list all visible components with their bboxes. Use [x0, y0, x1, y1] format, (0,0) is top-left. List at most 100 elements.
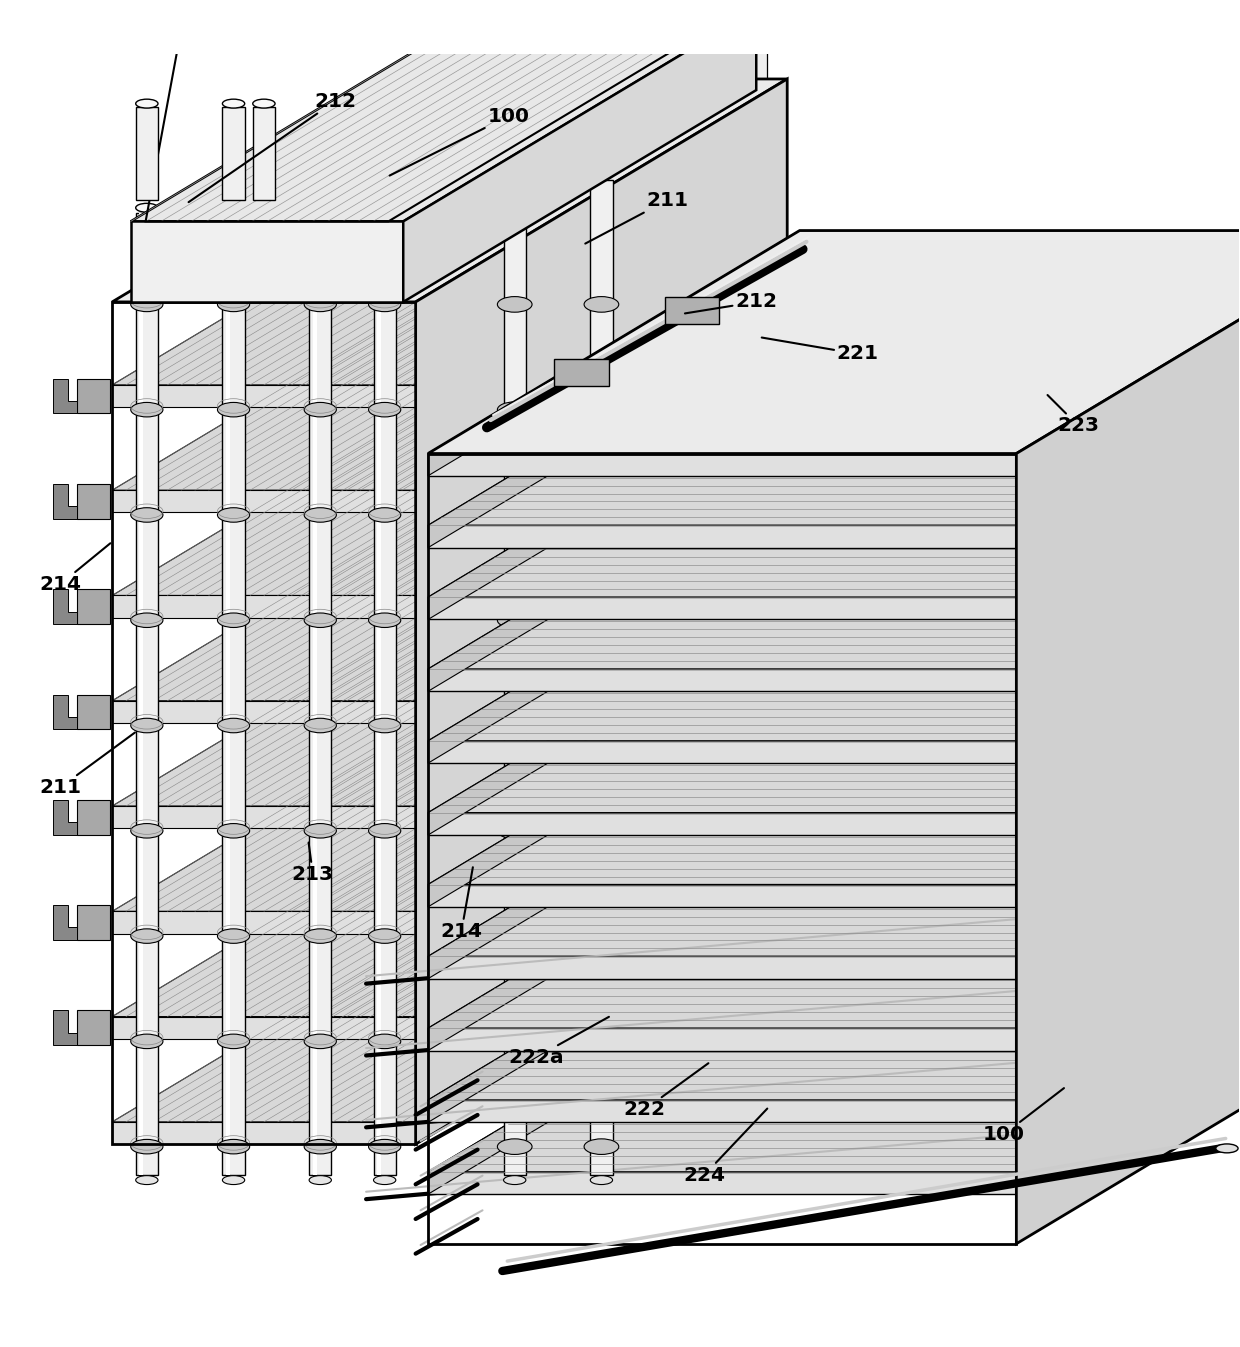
- Ellipse shape: [373, 1176, 396, 1184]
- Ellipse shape: [253, 100, 275, 108]
- Ellipse shape: [135, 203, 157, 213]
- Polygon shape: [428, 956, 1017, 979]
- Ellipse shape: [368, 613, 401, 628]
- Ellipse shape: [130, 1034, 162, 1048]
- Polygon shape: [1017, 950, 1240, 1195]
- Polygon shape: [415, 162, 787, 407]
- Polygon shape: [590, 180, 613, 1175]
- Text: 211: 211: [585, 191, 688, 244]
- Polygon shape: [226, 213, 229, 1175]
- Polygon shape: [1017, 734, 1240, 979]
- Polygon shape: [53, 1010, 77, 1045]
- Ellipse shape: [368, 929, 401, 943]
- Polygon shape: [1099, 1129, 1133, 1146]
- Polygon shape: [112, 162, 787, 385]
- Ellipse shape: [368, 403, 401, 418]
- Ellipse shape: [135, 100, 157, 108]
- Polygon shape: [428, 519, 1240, 741]
- Ellipse shape: [590, 1176, 613, 1184]
- Polygon shape: [1099, 482, 1133, 500]
- Polygon shape: [507, 0, 529, 952]
- Text: 221: 221: [761, 338, 879, 364]
- Polygon shape: [1045, 443, 1080, 459]
- Polygon shape: [77, 484, 109, 519]
- Text: 211: 211: [40, 733, 135, 797]
- Ellipse shape: [222, 203, 244, 213]
- Polygon shape: [1204, 348, 1239, 364]
- Polygon shape: [428, 741, 1017, 764]
- Polygon shape: [1099, 986, 1133, 1002]
- Ellipse shape: [217, 718, 249, 733]
- Polygon shape: [428, 374, 1240, 597]
- Polygon shape: [428, 806, 800, 1051]
- Ellipse shape: [368, 823, 401, 838]
- Polygon shape: [1152, 667, 1187, 683]
- Polygon shape: [1204, 563, 1239, 579]
- Polygon shape: [428, 519, 800, 764]
- Polygon shape: [1204, 779, 1239, 795]
- Polygon shape: [1152, 882, 1187, 898]
- Polygon shape: [1017, 806, 1240, 1051]
- Ellipse shape: [304, 613, 336, 628]
- Ellipse shape: [497, 718, 532, 733]
- Polygon shape: [53, 800, 77, 835]
- Polygon shape: [1204, 706, 1239, 723]
- Polygon shape: [745, 0, 768, 952]
- Text: 224: 224: [683, 1109, 768, 1184]
- Polygon shape: [1152, 1025, 1187, 1043]
- Ellipse shape: [368, 1140, 401, 1154]
- Polygon shape: [1099, 555, 1133, 571]
- Polygon shape: [112, 583, 787, 806]
- Ellipse shape: [309, 203, 331, 213]
- Ellipse shape: [368, 1034, 401, 1048]
- Polygon shape: [112, 793, 787, 1017]
- Ellipse shape: [584, 718, 619, 733]
- Polygon shape: [428, 877, 800, 1122]
- Polygon shape: [53, 905, 77, 940]
- Polygon shape: [1017, 877, 1240, 1122]
- Ellipse shape: [130, 718, 162, 733]
- Polygon shape: [1017, 303, 1240, 548]
- Polygon shape: [53, 484, 77, 519]
- Polygon shape: [415, 478, 787, 723]
- Ellipse shape: [584, 508, 619, 523]
- Polygon shape: [428, 303, 1240, 525]
- Ellipse shape: [373, 203, 396, 213]
- Polygon shape: [377, 213, 381, 1175]
- Ellipse shape: [217, 823, 249, 838]
- Polygon shape: [1017, 519, 1240, 764]
- Ellipse shape: [497, 1138, 532, 1154]
- Polygon shape: [1152, 451, 1187, 467]
- Ellipse shape: [304, 1034, 336, 1048]
- Ellipse shape: [304, 508, 336, 523]
- Polygon shape: [428, 669, 1017, 691]
- Ellipse shape: [130, 298, 162, 311]
- Polygon shape: [428, 1028, 1017, 1051]
- Ellipse shape: [130, 1140, 162, 1154]
- Polygon shape: [112, 1017, 415, 1039]
- Polygon shape: [1045, 586, 1080, 603]
- Ellipse shape: [497, 823, 532, 839]
- Polygon shape: [428, 877, 1240, 1100]
- Polygon shape: [415, 583, 787, 828]
- Polygon shape: [112, 912, 415, 933]
- Polygon shape: [222, 213, 244, 1175]
- Ellipse shape: [368, 508, 401, 523]
- Polygon shape: [1099, 1057, 1133, 1075]
- Polygon shape: [665, 296, 719, 325]
- Polygon shape: [428, 525, 1017, 548]
- Polygon shape: [77, 589, 109, 624]
- Polygon shape: [415, 688, 787, 933]
- Polygon shape: [1099, 626, 1133, 644]
- Polygon shape: [1099, 411, 1133, 428]
- Polygon shape: [1045, 1090, 1080, 1106]
- Polygon shape: [1045, 801, 1080, 819]
- Polygon shape: [428, 812, 1017, 835]
- Polygon shape: [1045, 515, 1080, 532]
- Polygon shape: [503, 180, 526, 1175]
- Polygon shape: [1152, 594, 1187, 612]
- Polygon shape: [112, 1122, 415, 1144]
- Ellipse shape: [304, 718, 336, 733]
- Polygon shape: [112, 806, 415, 828]
- Polygon shape: [135, 108, 157, 201]
